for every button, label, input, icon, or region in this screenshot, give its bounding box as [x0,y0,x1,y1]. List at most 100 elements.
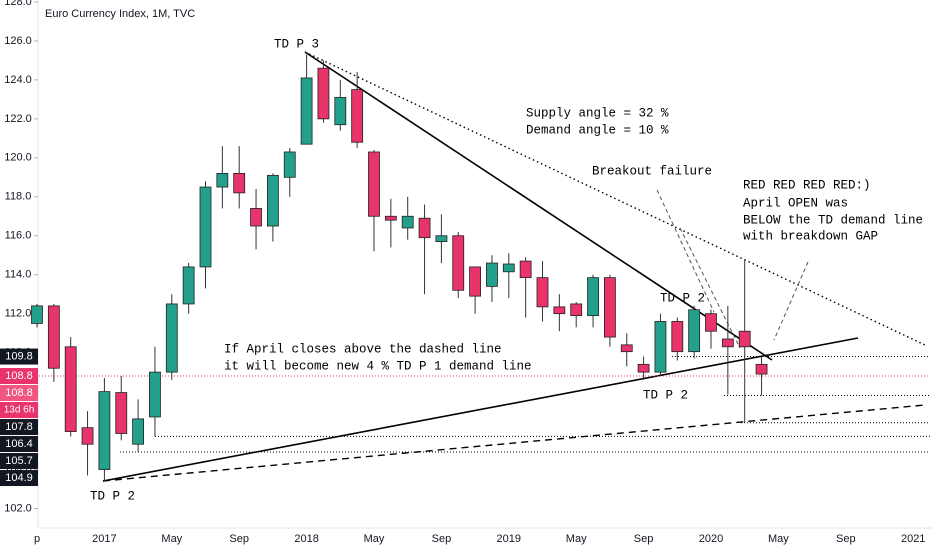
candle-body [115,392,128,434]
arrow [773,261,809,341]
candle-body [688,309,701,353]
x-tick-label: Sep [229,533,249,545]
candle-body [384,215,397,221]
price-label-box [0,419,38,436]
candle-body [536,277,549,308]
x-tick-label: 2018 [294,533,318,545]
candle-body [620,344,633,353]
x-tick-label: 2021 [901,533,925,545]
annotation: Supply angle = 32 % [526,106,669,120]
candle-body [216,173,229,188]
candle-body [182,266,195,305]
annotation: Breakout failure [592,164,712,178]
price-label-box [0,348,38,365]
price-label: 104.9 [5,472,33,484]
candle-body [149,371,161,418]
candle-body [637,363,650,373]
price-label-box [0,470,38,487]
candle-body [300,77,313,145]
price-label: 106.4 [5,438,33,450]
y-tick-label: 120.0 [4,152,32,164]
annotation: RED RED RED RED:) [743,178,871,192]
y-tick-label: 116.0 [5,230,32,242]
candle-body [401,215,414,229]
candle-body [738,330,751,348]
candle-body [452,235,465,291]
candle-body [368,151,380,217]
candle-body [502,263,515,273]
candle-body [351,89,364,143]
annotation: with breakdown GAP [743,229,878,243]
x-tick-label: May [364,533,385,545]
candle-body [587,277,599,317]
price-label-box [0,368,38,385]
candle-body [81,427,94,445]
annotation: TD P 3 [274,37,319,51]
candle-body [671,321,684,353]
candle-body [132,418,145,445]
y-tick-label: 114.0 [5,269,32,281]
candle-body [31,305,43,324]
candle-body [755,363,768,375]
candle-body [317,67,330,120]
x-tick-label: May [161,533,182,545]
candle-body [721,338,734,348]
candle-body [654,321,667,373]
candle-body [47,305,60,369]
candle-body [604,277,616,338]
price-label: 105.7 [5,455,33,467]
price-label-box [0,453,38,470]
candle-body [233,173,246,194]
countdown: 13d 6h [4,405,35,416]
price-label: 108.8 [5,387,33,399]
x-tick-label: May [566,533,587,545]
x-tick-label: Sep [634,533,654,545]
candle-body [519,260,532,279]
supply-line [304,51,926,346]
countdown-box [0,402,38,419]
candle-body [266,174,279,227]
y-tick-label: 118.0 [5,191,32,203]
y-tick-label: 112.0 [5,308,32,320]
annotation: Demand angle = 10 % [526,123,669,137]
y-tick-label: 122.0 [4,113,32,125]
candle-body [469,266,482,297]
candle-body [64,346,77,432]
y-tick-label: 124.0 [4,74,32,86]
annotation: TD P 2 [643,388,688,402]
price-label: 107.8 [5,421,33,433]
arrow [656,189,715,313]
x-tick-label: 2019 [497,533,521,545]
chart-title: Euro Currency Index, 1M, TVC [45,8,195,20]
candle-body [199,186,212,268]
candle-body [98,391,111,470]
y-tick-label: 102.0 [4,502,32,514]
annotation: it will become new 4 % TD P 1 demand lin… [224,359,532,373]
candle-body [435,235,448,242]
x-tick-label: Sep [836,533,856,545]
candle-body [570,303,583,317]
y-tick-label: 126.0 [4,35,32,47]
price-label-box [0,436,38,453]
x-tick-label: May [768,533,789,545]
x-tick-label: 2017 [92,533,116,545]
dashed-demand-line [102,404,926,482]
candle-body [486,262,498,287]
arrow [679,227,741,349]
x-tick-label: Sep [432,533,452,545]
candle-body [334,97,347,126]
annotation: TD P 2 [660,291,705,305]
candle-body [705,313,717,332]
annotation: April OPEN was [743,196,848,210]
candle-body [250,208,262,227]
annotation: TD P 2 [90,489,135,503]
annotation: BELOW the TD demand line [743,213,923,227]
demand-line [102,337,859,482]
price-label-box [0,385,38,402]
x-tick-label: 2020 [699,533,723,545]
candle-body [418,217,431,239]
candle-body [283,151,296,178]
candle-body [165,303,178,373]
